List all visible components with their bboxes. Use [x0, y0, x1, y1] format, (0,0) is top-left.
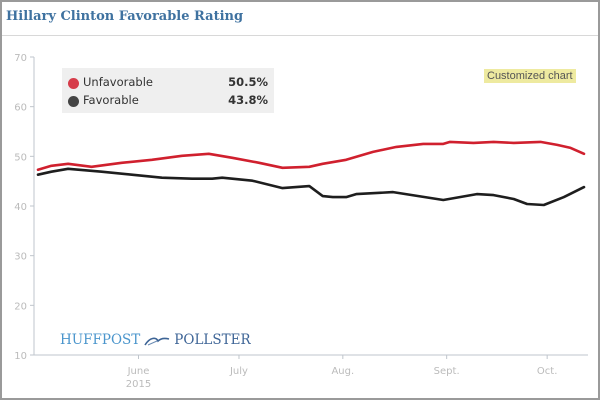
- legend: Unfavorable 50.5% Favorable 43.8%: [62, 68, 274, 113]
- y-tick-label: 20: [14, 301, 27, 312]
- series-lines: [36, 140, 586, 207]
- pollster-bird-icon: [144, 337, 170, 345]
- x-tick-label: July: [229, 366, 248, 377]
- x-tick-label: Aug.: [331, 366, 354, 377]
- title-divider: [2, 35, 598, 36]
- y-tick-label: 50: [14, 152, 27, 163]
- huffpost-pollster-logo[interactable]: HUFFPOST POLLSTER: [60, 332, 251, 348]
- x-tick-label: Sept.: [434, 366, 460, 377]
- y-tick-label: 10: [14, 351, 27, 362]
- y-tick-label: 40: [14, 202, 27, 213]
- legend-value: 50.5%: [228, 75, 268, 89]
- legend-label: Favorable: [83, 93, 139, 107]
- logo-huffpost-text: HUFFPOST: [60, 332, 141, 348]
- chart-title: Hillary Clinton Favorable Rating: [6, 9, 244, 24]
- y-tick-label: 60: [14, 103, 27, 114]
- legend-label: Unfavorable: [83, 75, 153, 89]
- favorable-swatch-icon: [68, 96, 79, 107]
- customized-chart-badge: Customized chart: [484, 69, 576, 83]
- legend-item-favorable[interactable]: Favorable 43.8%: [68, 93, 268, 109]
- unfavorable-swatch-icon: [68, 78, 79, 89]
- legend-value: 43.8%: [228, 93, 268, 107]
- x-tick-label: Oct.: [537, 366, 557, 377]
- axes: 10 20 30 40 50 60 70 June 2015 July Aug. Sept. Oct.: [14, 53, 588, 390]
- x-tick-sublabel: 2015: [126, 379, 151, 390]
- y-tick-label: 30: [14, 252, 27, 263]
- legend-item-unfavorable[interactable]: Unfavorable 50.5%: [68, 75, 268, 91]
- series-line-favorable: [36, 167, 586, 207]
- logo-pollster-text: POLLSTER: [174, 332, 251, 348]
- x-tick-label: June: [127, 366, 150, 377]
- y-tick-label: 70: [14, 53, 27, 64]
- series-line-unfavorable: [36, 140, 586, 171]
